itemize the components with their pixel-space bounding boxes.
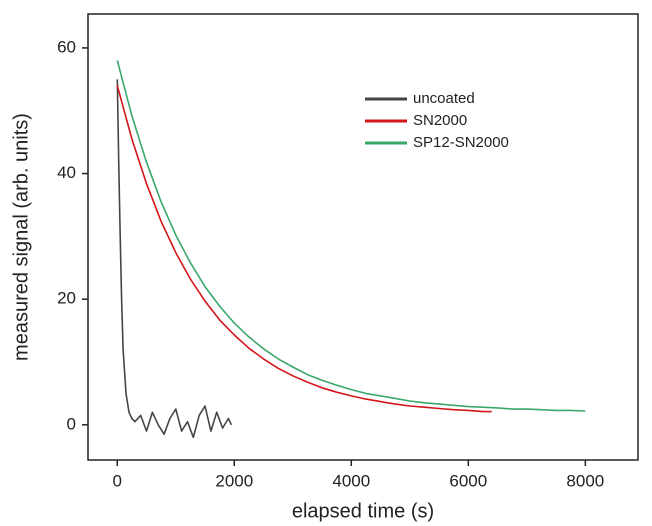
series-line <box>116 79 233 439</box>
x-tick-label: 8000 <box>566 471 604 490</box>
legend-text: SN2000 <box>413 112 467 129</box>
legend-text: uncoated <box>413 90 475 107</box>
y-tick-label: 20 <box>57 289 76 308</box>
series-line <box>116 60 586 412</box>
x-tick-label: 2000 <box>215 471 253 490</box>
x-axis-label: elapsed time (s) <box>292 500 434 522</box>
x-tick-label: 0 <box>113 471 122 490</box>
y-axis-label: measured signal (arb. units) <box>10 113 32 361</box>
y-tick-label: 0 <box>67 414 76 433</box>
series-line <box>116 85 492 413</box>
x-tick-label: 4000 <box>332 471 370 490</box>
y-tick-label: 40 <box>57 163 76 182</box>
plot-frame <box>87 13 639 461</box>
x-tick-label: 6000 <box>449 471 487 490</box>
legend-text: SP12-SN2000 <box>413 134 509 151</box>
y-tick-label: 60 <box>57 37 76 56</box>
